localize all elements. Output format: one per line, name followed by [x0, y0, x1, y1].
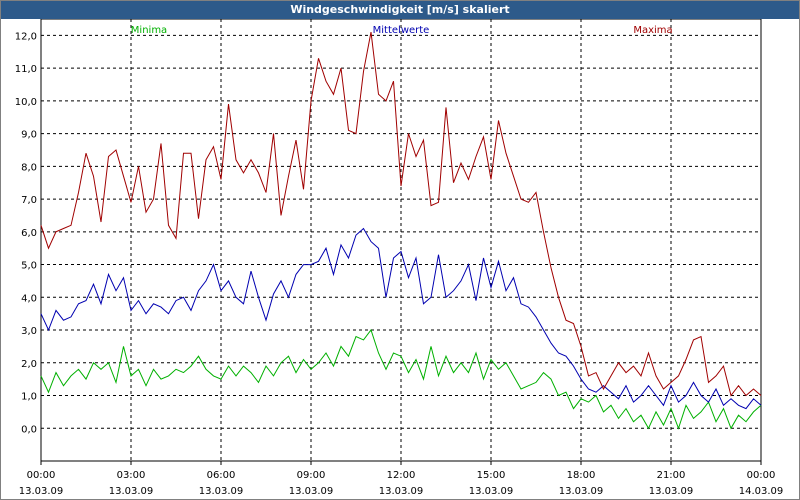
x-tick-date: 13.03.09 — [289, 486, 334, 497]
x-tick-date: 13.03.09 — [559, 486, 604, 497]
y-tick-label: 8,0 — [21, 162, 37, 173]
x-tick-label: 09:00 — [297, 470, 326, 481]
x-tick-label: 06:00 — [207, 470, 236, 481]
x-tick-label: 21:00 — [657, 470, 686, 481]
x-tick-label: 12:00 — [387, 470, 416, 481]
legend-label: Maxima — [633, 25, 672, 36]
x-tick-date: 13.03.09 — [19, 486, 64, 497]
y-tick-label: 2,0 — [21, 359, 37, 370]
y-tick-label: 1,0 — [21, 392, 37, 403]
x-tick-label: 15:00 — [477, 470, 506, 481]
x-tick-label: 03:00 — [117, 470, 146, 481]
y-tick-label: 0,0 — [21, 424, 37, 435]
legend-label: Minima — [131, 25, 167, 36]
x-tick-date: 13.03.09 — [109, 486, 154, 497]
series-line — [40, 328, 762, 430]
x-tick-date: 13.03.09 — [469, 486, 514, 497]
y-tick-label: 4,0 — [21, 293, 37, 304]
y-tick-label: 7,0 — [21, 195, 37, 206]
x-tick-date: 13.03.09 — [649, 486, 694, 497]
series-line — [40, 32, 762, 397]
legend-label: Mittelwerte — [373, 25, 430, 36]
chart-title: Windgeschwindigkeit [m/s] skaliert — [1, 1, 799, 19]
x-tick-date: 13.03.09 — [379, 486, 424, 497]
x-tick-date: 14.03.09 — [739, 486, 784, 497]
y-tick-label: 12,0 — [15, 31, 37, 42]
series-line — [40, 227, 762, 410]
y-tick-label: 11,0 — [15, 64, 37, 75]
y-tick-label: 3,0 — [21, 326, 37, 337]
x-tick-label: 18:00 — [567, 470, 596, 481]
y-tick-label: 9,0 — [21, 130, 37, 141]
x-tick-label: 00:00 — [747, 470, 776, 481]
y-tick-label: 10,0 — [15, 97, 37, 108]
y-tick-label: 5,0 — [21, 261, 37, 272]
x-tick-label: 00:00 — [27, 470, 56, 481]
x-tick-date: 13.03.09 — [199, 486, 244, 497]
y-tick-label: 6,0 — [21, 228, 37, 239]
chart: 0,0 1,0 2,0 3,0 4,0 5,0 6,0 7,0 8,0 9,0 10,0 11,0 12… — [15, 19, 784, 497]
